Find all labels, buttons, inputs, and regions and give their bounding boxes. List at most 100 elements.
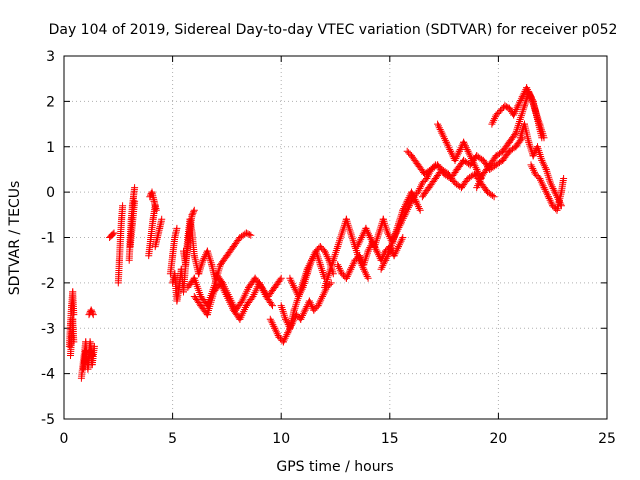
- data-point: [445, 144, 453, 152]
- data-point: [348, 262, 356, 270]
- data-point: [199, 256, 207, 264]
- data-point: [441, 135, 448, 143]
- data-point: [287, 276, 295, 284]
- data-point: [443, 140, 451, 148]
- data-point: [498, 105, 506, 113]
- data-point: [541, 185, 549, 193]
- data-point: [540, 184, 548, 192]
- data-point: [247, 231, 255, 239]
- data-point: [456, 146, 464, 153]
- data-point: [188, 211, 196, 219]
- data-point: [519, 91, 527, 99]
- data-point: [492, 111, 500, 119]
- data-point: [399, 234, 407, 241]
- data-point: [340, 271, 347, 279]
- data-point: [275, 333, 283, 341]
- data-point: [297, 315, 305, 323]
- x-tick-label: 10: [272, 431, 290, 447]
- data-point: [547, 181, 555, 189]
- data-point: [411, 195, 419, 203]
- data-point: [271, 324, 279, 332]
- data-point: [397, 237, 405, 245]
- data-point: [267, 300, 275, 308]
- series-r6: [106, 229, 118, 241]
- data-point: [502, 103, 510, 111]
- data-point: [362, 269, 369, 277]
- data-point: [316, 298, 324, 306]
- data-point: [362, 224, 370, 232]
- data-point: [441, 136, 449, 144]
- data-point: [322, 249, 329, 257]
- data-point: [367, 235, 375, 243]
- data-point: [420, 178, 428, 185]
- data-point: [343, 273, 351, 280]
- data-point: [301, 306, 309, 314]
- series-r7: [114, 202, 127, 287]
- data-point: [311, 305, 319, 313]
- data-point: [466, 151, 474, 159]
- data-point: [365, 232, 373, 240]
- data-point: [299, 310, 307, 318]
- data-point: [414, 188, 422, 196]
- data-point: [351, 256, 359, 264]
- data-point: [318, 244, 326, 252]
- data-point: [538, 180, 546, 188]
- data-point: [454, 149, 462, 157]
- data-point: [435, 124, 443, 132]
- data-point: [547, 198, 555, 206]
- data-point: [542, 187, 550, 195]
- data-point: [543, 189, 551, 197]
- data-point: [393, 246, 401, 254]
- data-point: [513, 104, 521, 112]
- data-point: [440, 133, 448, 141]
- data-point: [268, 319, 276, 327]
- data-point: [517, 97, 525, 104]
- data-point: [415, 205, 423, 212]
- data-point: [549, 185, 557, 192]
- data-point: [152, 206, 160, 214]
- data-point: [358, 234, 366, 241]
- data-point: [306, 260, 314, 268]
- data-point: [511, 131, 519, 139]
- data-point: [316, 243, 324, 251]
- data-point: [307, 301, 315, 309]
- data-point: [512, 106, 520, 113]
- data-point: [461, 140, 468, 148]
- data-point: [307, 258, 315, 266]
- data-point: [385, 231, 392, 239]
- data-point: [158, 215, 166, 223]
- data-point: [409, 192, 417, 200]
- data-point: [273, 330, 281, 338]
- data-point: [308, 256, 316, 264]
- data-point: [304, 263, 312, 271]
- y-tick-label: 1: [46, 140, 55, 156]
- data-point: [358, 232, 366, 240]
- data-point: [89, 311, 97, 319]
- data-point: [355, 239, 363, 247]
- data-point: [394, 244, 402, 252]
- data-point: [190, 208, 198, 216]
- data-point: [365, 245, 373, 253]
- data-point: [525, 89, 533, 97]
- y-tick-label: -4: [41, 367, 55, 383]
- data-point: [412, 197, 420, 205]
- data-point: [336, 266, 344, 274]
- data-point: [364, 228, 372, 236]
- data-point: [70, 311, 78, 319]
- data-point: [528, 163, 536, 171]
- data-point: [382, 256, 389, 264]
- data-point: [540, 134, 548, 142]
- data-point: [410, 194, 418, 202]
- data-point: [272, 328, 280, 336]
- data-point: [402, 199, 410, 207]
- data-point: [291, 285, 299, 293]
- series-r2: [67, 315, 78, 359]
- data-point: [524, 86, 531, 94]
- data-point: [283, 319, 291, 327]
- data-point: [460, 138, 468, 146]
- data-point: [349, 260, 357, 268]
- data-point: [283, 331, 291, 339]
- data-point: [531, 105, 539, 112]
- data-point: [403, 197, 411, 205]
- data-point: [398, 235, 406, 243]
